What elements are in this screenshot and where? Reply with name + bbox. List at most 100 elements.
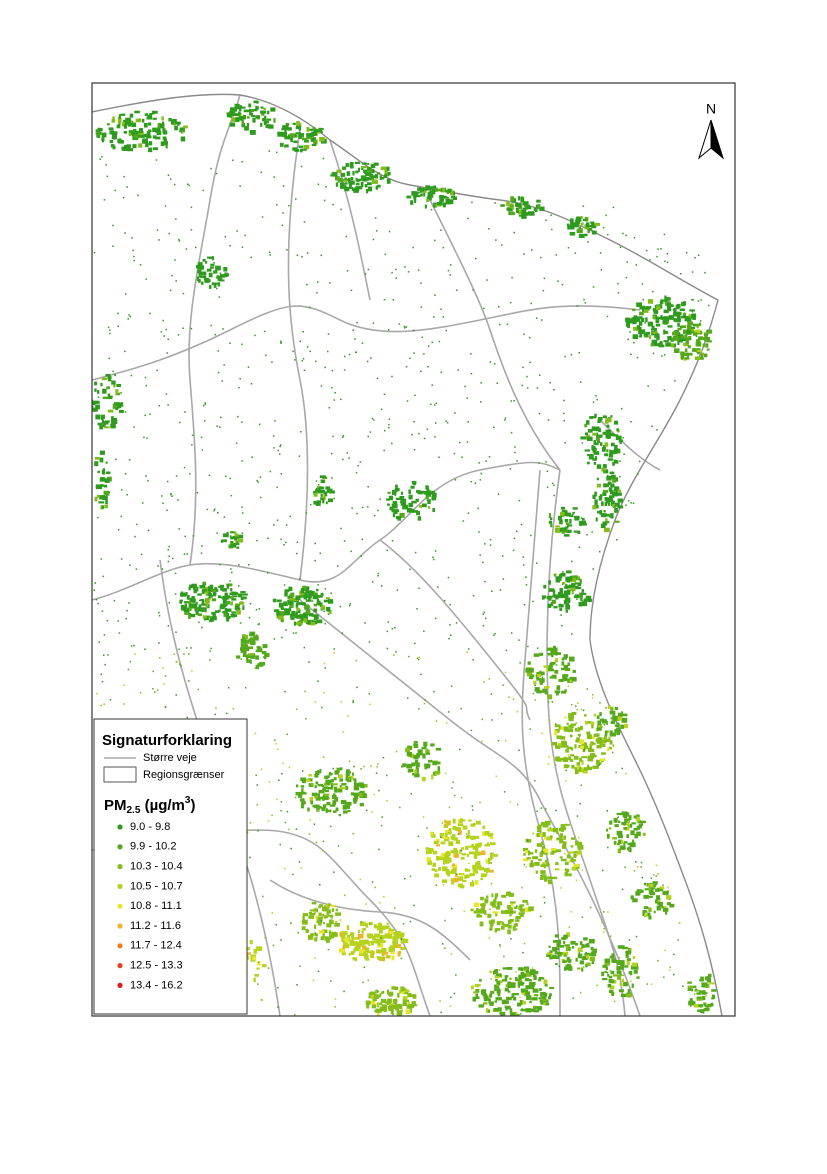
patch <box>578 844 584 850</box>
pm-unit-close: ) <box>190 797 195 814</box>
speck <box>536 830 539 833</box>
patch <box>559 838 564 844</box>
patch <box>397 951 401 957</box>
speck <box>97 396 100 398</box>
patch <box>338 814 341 817</box>
speck <box>555 254 557 256</box>
patch <box>605 429 612 434</box>
patch <box>305 929 310 933</box>
speck <box>471 880 474 882</box>
patch <box>469 851 475 855</box>
patch <box>440 841 446 845</box>
speck <box>237 415 239 418</box>
patch <box>399 512 405 518</box>
patch <box>572 507 578 510</box>
patch <box>313 491 317 495</box>
speck <box>509 801 512 803</box>
speck <box>330 980 332 982</box>
speck <box>622 437 624 439</box>
patch <box>626 960 630 965</box>
speck <box>377 572 380 575</box>
speck <box>604 464 606 467</box>
patch <box>357 934 364 939</box>
patch <box>417 490 423 495</box>
patch <box>358 782 364 787</box>
speck <box>622 232 624 235</box>
patch <box>530 985 535 990</box>
speck <box>667 892 669 894</box>
patch <box>435 747 442 751</box>
patch <box>565 579 571 582</box>
speck <box>611 432 613 435</box>
speck <box>302 358 305 360</box>
patch <box>430 743 435 747</box>
patch <box>530 969 536 974</box>
patch <box>504 975 508 981</box>
patch <box>422 753 426 759</box>
patch <box>558 591 563 595</box>
speck <box>315 592 317 595</box>
patch <box>465 845 469 851</box>
patch <box>630 830 635 836</box>
patch <box>102 388 107 394</box>
speck <box>489 908 491 910</box>
patch <box>370 164 376 169</box>
speck <box>191 444 193 446</box>
speck <box>239 378 241 380</box>
patch <box>139 128 143 134</box>
patch <box>188 612 192 616</box>
speck <box>317 809 319 812</box>
speck <box>302 770 304 772</box>
patch <box>97 470 101 473</box>
speck <box>583 749 586 751</box>
patch <box>98 501 105 504</box>
patch <box>621 713 628 717</box>
patch <box>682 314 687 319</box>
patch <box>244 647 250 652</box>
speck <box>233 536 235 538</box>
speck <box>510 431 513 434</box>
speck <box>423 630 425 632</box>
patch <box>101 477 104 480</box>
patch <box>339 778 343 781</box>
patch <box>254 635 259 641</box>
patch <box>123 124 128 129</box>
patch <box>226 112 232 118</box>
patch <box>503 1000 509 1005</box>
patch <box>311 619 314 624</box>
patch <box>566 963 572 966</box>
speck <box>633 341 635 344</box>
speck <box>376 377 379 380</box>
patch <box>367 186 373 192</box>
patch <box>413 743 419 749</box>
legend-dot <box>117 844 123 850</box>
patch <box>612 715 616 720</box>
patch <box>591 445 594 450</box>
patch <box>335 807 339 812</box>
patch <box>623 842 626 848</box>
speck <box>453 452 456 455</box>
patch <box>611 474 616 480</box>
patch <box>705 333 708 338</box>
patch <box>570 578 577 583</box>
patch <box>567 851 574 854</box>
speck <box>451 787 453 789</box>
patch <box>402 504 408 510</box>
pm-title: PM2.5 (µg/m3) <box>104 795 195 816</box>
patch <box>520 197 525 203</box>
speck <box>320 254 322 257</box>
speck <box>130 645 133 647</box>
speck <box>466 441 469 443</box>
patch <box>590 221 595 224</box>
patch <box>230 596 234 599</box>
patch <box>487 997 490 1001</box>
patch <box>157 123 162 128</box>
patch <box>313 614 319 619</box>
speck <box>259 476 262 478</box>
patch <box>557 952 561 956</box>
patch <box>495 912 498 917</box>
speck <box>601 726 603 728</box>
speck <box>630 502 632 504</box>
speck <box>695 335 698 338</box>
patch <box>603 469 609 474</box>
